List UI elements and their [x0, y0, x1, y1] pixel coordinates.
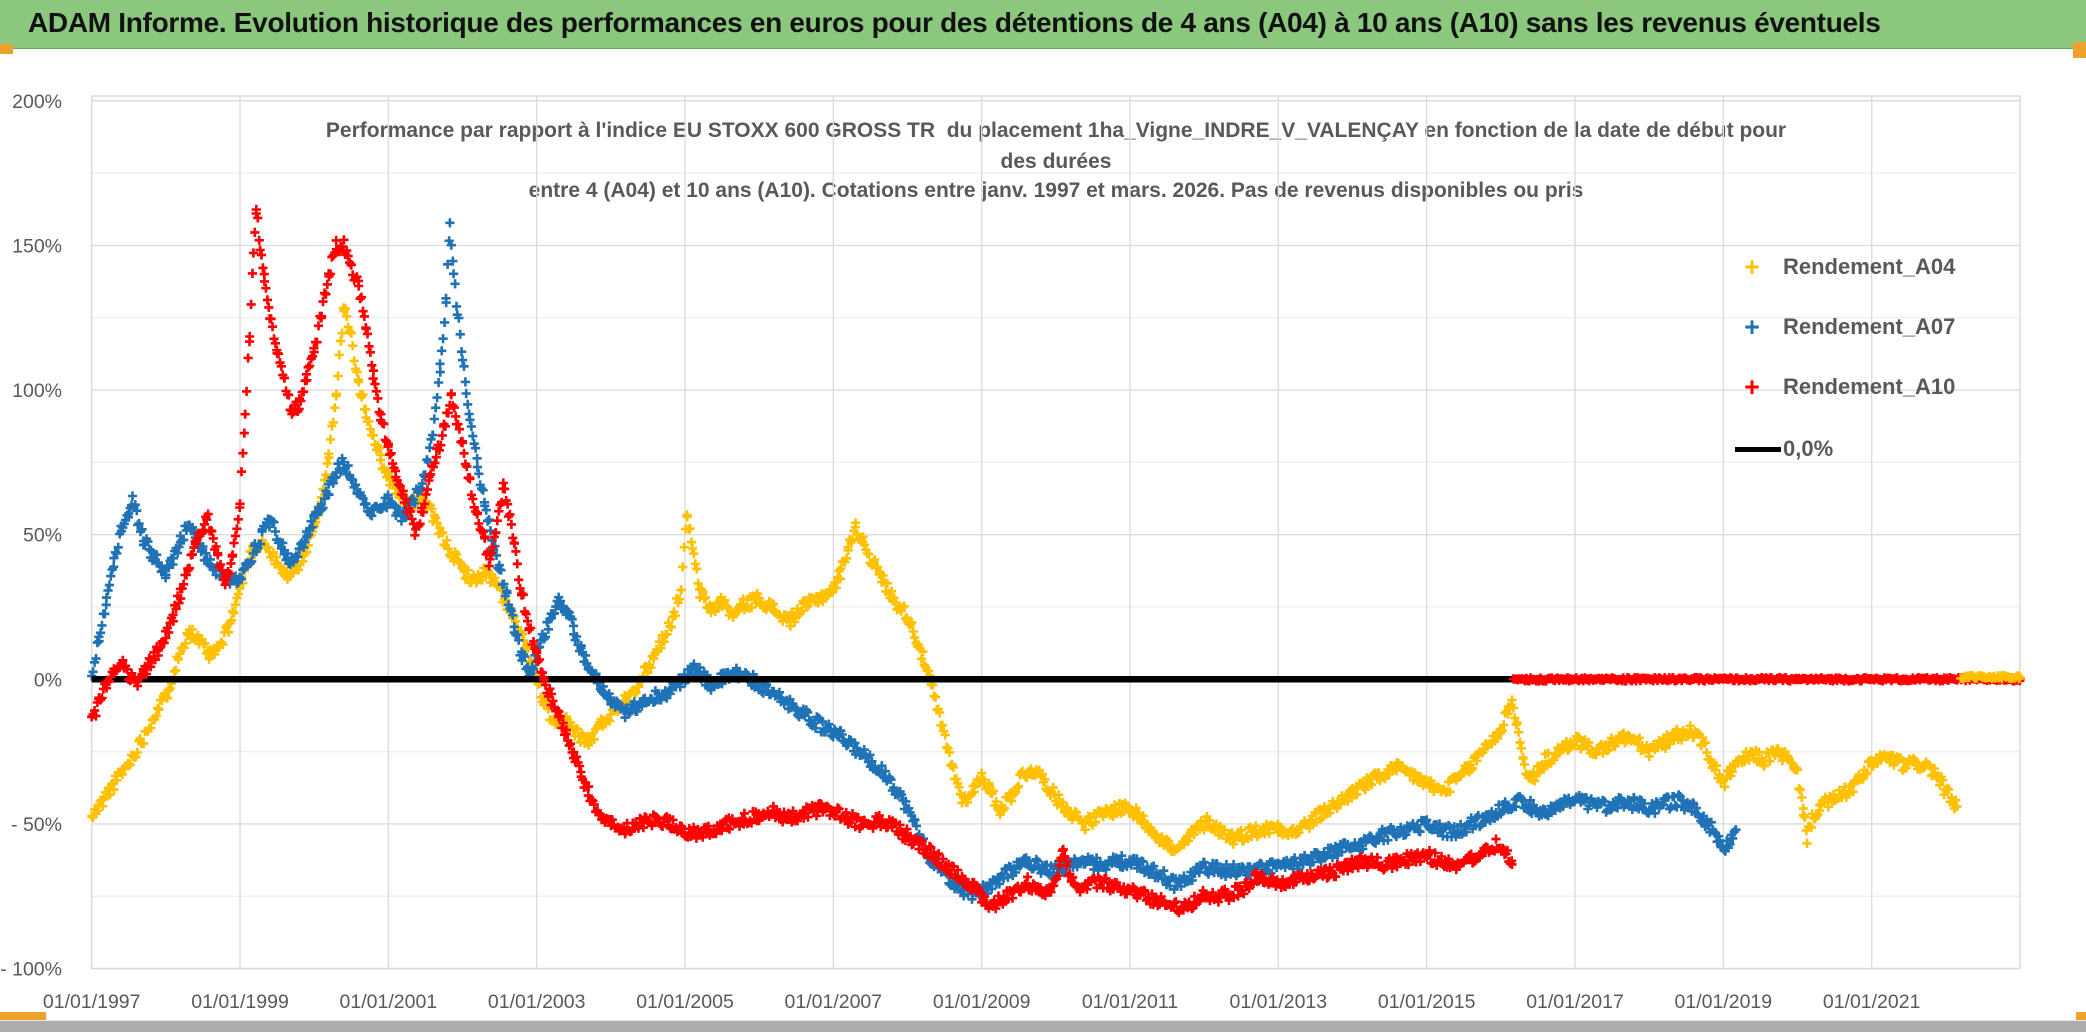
x-tick-label: 01/01/2015 [1378, 991, 1476, 1013]
y-tick-label: - 100% [0, 959, 62, 981]
pinned-zero-markers [1956, 670, 2025, 684]
sheet-title-banner: ADAM Informe. Evolution historique des p… [0, 0, 2086, 49]
x-tick-label: 01/01/2007 [785, 991, 883, 1013]
pinned-zero-markers [1508, 673, 2025, 686]
legend-label: Rendement_A04 [1783, 254, 1956, 279]
zero-line-swatch [1735, 446, 1781, 452]
plus-marker-icon: + [1744, 252, 1760, 282]
legend-item-rendement-a04[interactable]: + Rendement_A04 [1735, 250, 1955, 284]
legend-label: Rendement_A07 [1783, 314, 1956, 339]
sheet-title: ADAM Informe. Evolution historique des p… [28, 7, 1881, 38]
legend-item-rendement-a07[interactable]: + Rendement_A07 [1735, 310, 1955, 344]
legend-item-rendement-a10[interactable]: + Rendement_A10 [1735, 370, 1955, 404]
gold-accent-bottom-left [0, 1011, 46, 1020]
x-tick-label: 01/01/1999 [191, 991, 289, 1013]
y-tick-label: 200% [12, 91, 62, 113]
x-tick-label: 01/01/2009 [933, 991, 1031, 1013]
x-axis-labels: 01/01/1997 01/01/1999 01/01/2001 01/01/2003… [43, 991, 1921, 1013]
series-rendement-a10 [87, 204, 1517, 918]
x-tick-label: 01/01/2011 [1082, 991, 1178, 1013]
gold-accent-top-right [2073, 42, 2086, 58]
y-tick-label: 0% [34, 669, 62, 691]
x-tick-label: 01/01/2017 [1526, 991, 1624, 1013]
x-tick-label: 01/01/2005 [636, 991, 734, 1013]
gold-accent-bottom-right [2076, 1011, 2086, 1020]
gold-accent-top-left [0, 44, 13, 54]
x-tick-label: 01/01/2001 [340, 991, 438, 1013]
x-tick-label: 01/01/2003 [488, 991, 586, 1013]
plus-marker-icon: + [1744, 372, 1760, 402]
legend-item-zero-line[interactable]: 0,0% [1735, 432, 1833, 466]
chart-title-line-3: entre 4 (A04) et 10 ans (A10). Cotations… [528, 179, 1584, 202]
x-tick-label: 01/01/2013 [1230, 991, 1328, 1013]
chart-title-line-2: des durées [1000, 150, 1112, 173]
series-rendement-a04 [87, 303, 1962, 857]
x-tick-label: 01/01/1997 [43, 991, 141, 1013]
x-tick-label: 01/01/2021 [1823, 991, 1921, 1013]
chart-object[interactable]: Performance par rapport à l'indice EU ST… [0, 58, 2086, 1013]
chart-title-line-1: Performance par rapport à l'indice EU ST… [325, 119, 1787, 142]
legend-label: 0,0% [1783, 436, 1834, 461]
legend-label: Rendement_A10 [1783, 374, 1956, 399]
y-tick-label: - 50% [11, 814, 62, 836]
bottom-window-strip [0, 1020, 2086, 1032]
y-axis-labels: 200% 150% 100% 50% 0% - 50% - 100% [0, 91, 62, 981]
series-rendement-a07 [87, 218, 1741, 904]
plot-border [90, 95, 2021, 970]
y-tick-label: 100% [12, 380, 62, 402]
plus-marker-icon: + [1744, 312, 1760, 342]
y-tick-label: 50% [23, 525, 62, 547]
y-tick-label: 150% [12, 235, 62, 257]
x-tick-label: 01/01/2019 [1675, 991, 1773, 1013]
